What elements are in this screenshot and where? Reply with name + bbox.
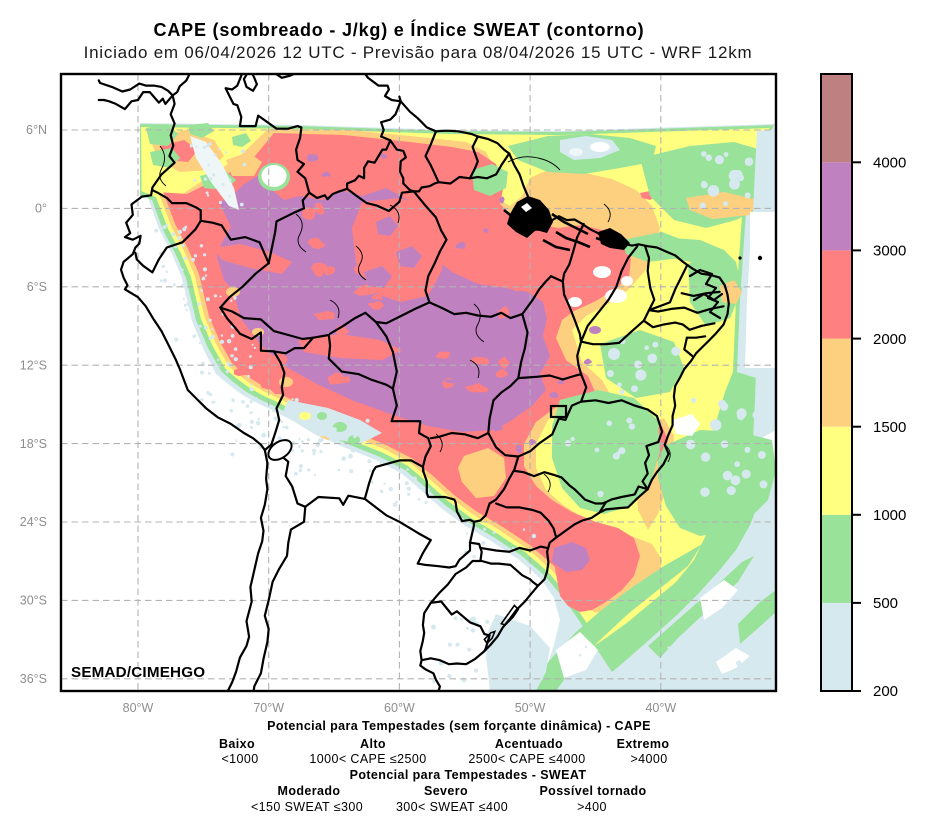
svg-text:6°N: 6°N (26, 123, 47, 137)
svg-text:6°S: 6°S (27, 280, 47, 294)
svg-text:2000: 2000 (873, 331, 906, 348)
svg-text:<1000: <1000 (221, 752, 258, 766)
svg-text:50°W: 50°W (515, 701, 546, 715)
svg-text:1500: 1500 (873, 419, 906, 436)
svg-text:36°S: 36°S (20, 672, 47, 686)
svg-text:>4000: >4000 (630, 752, 667, 766)
svg-text:SEMAD/CIMEHGO: SEMAD/CIMEHGO (71, 664, 205, 681)
svg-text:Acentuado: Acentuado (495, 737, 563, 751)
svg-text:1000< CAPE ≤2500: 1000< CAPE ≤2500 (309, 752, 426, 766)
svg-text:Possível tornado: Possível tornado (539, 784, 646, 798)
svg-text:Baixo: Baixo (219, 737, 255, 751)
svg-text:CAPE (sombreado - J/kg) e Índi: CAPE (sombreado - J/kg) e Índice SWEAT (… (154, 19, 645, 40)
svg-text:2500< CAPE ≤4000: 2500< CAPE ≤4000 (468, 752, 585, 766)
svg-text:Potencial para Tempestades (se: Potencial para Tempestades (sem forçante… (267, 719, 651, 733)
svg-text:Extremo: Extremo (617, 737, 670, 751)
svg-text:18°S: 18°S (20, 437, 47, 451)
svg-text:70°W: 70°W (253, 701, 284, 715)
svg-text:Potencial para Tempestades - S: Potencial para Tempestades - SWEAT (350, 768, 587, 782)
svg-text:<150 SWEAT ≤300: <150 SWEAT ≤300 (251, 800, 363, 814)
svg-text:0°: 0° (35, 202, 47, 216)
svg-text:80°W: 80°W (123, 701, 154, 715)
svg-text:40°W: 40°W (645, 701, 676, 715)
svg-text:12°S: 12°S (20, 358, 47, 372)
svg-text:200: 200 (873, 683, 898, 700)
svg-text:>400: >400 (577, 800, 607, 814)
svg-text:1000: 1000 (873, 507, 906, 524)
svg-text:60°W: 60°W (384, 701, 415, 715)
svg-text:500: 500 (873, 595, 898, 612)
svg-text:Iniciado em 06/04/2026 12 UTC: Iniciado em 06/04/2026 12 UTC - Previsão… (84, 43, 753, 62)
svg-text:Severo: Severo (424, 784, 468, 798)
svg-text:3000: 3000 (873, 243, 906, 260)
svg-text:30°S: 30°S (20, 594, 47, 608)
svg-text:300< SWEAT ≤400: 300< SWEAT ≤400 (396, 800, 508, 814)
svg-text:4000: 4000 (873, 155, 906, 172)
svg-text:24°S: 24°S (20, 515, 47, 529)
svg-text:Alto: Alto (360, 737, 386, 751)
svg-text:Moderado: Moderado (278, 784, 341, 798)
